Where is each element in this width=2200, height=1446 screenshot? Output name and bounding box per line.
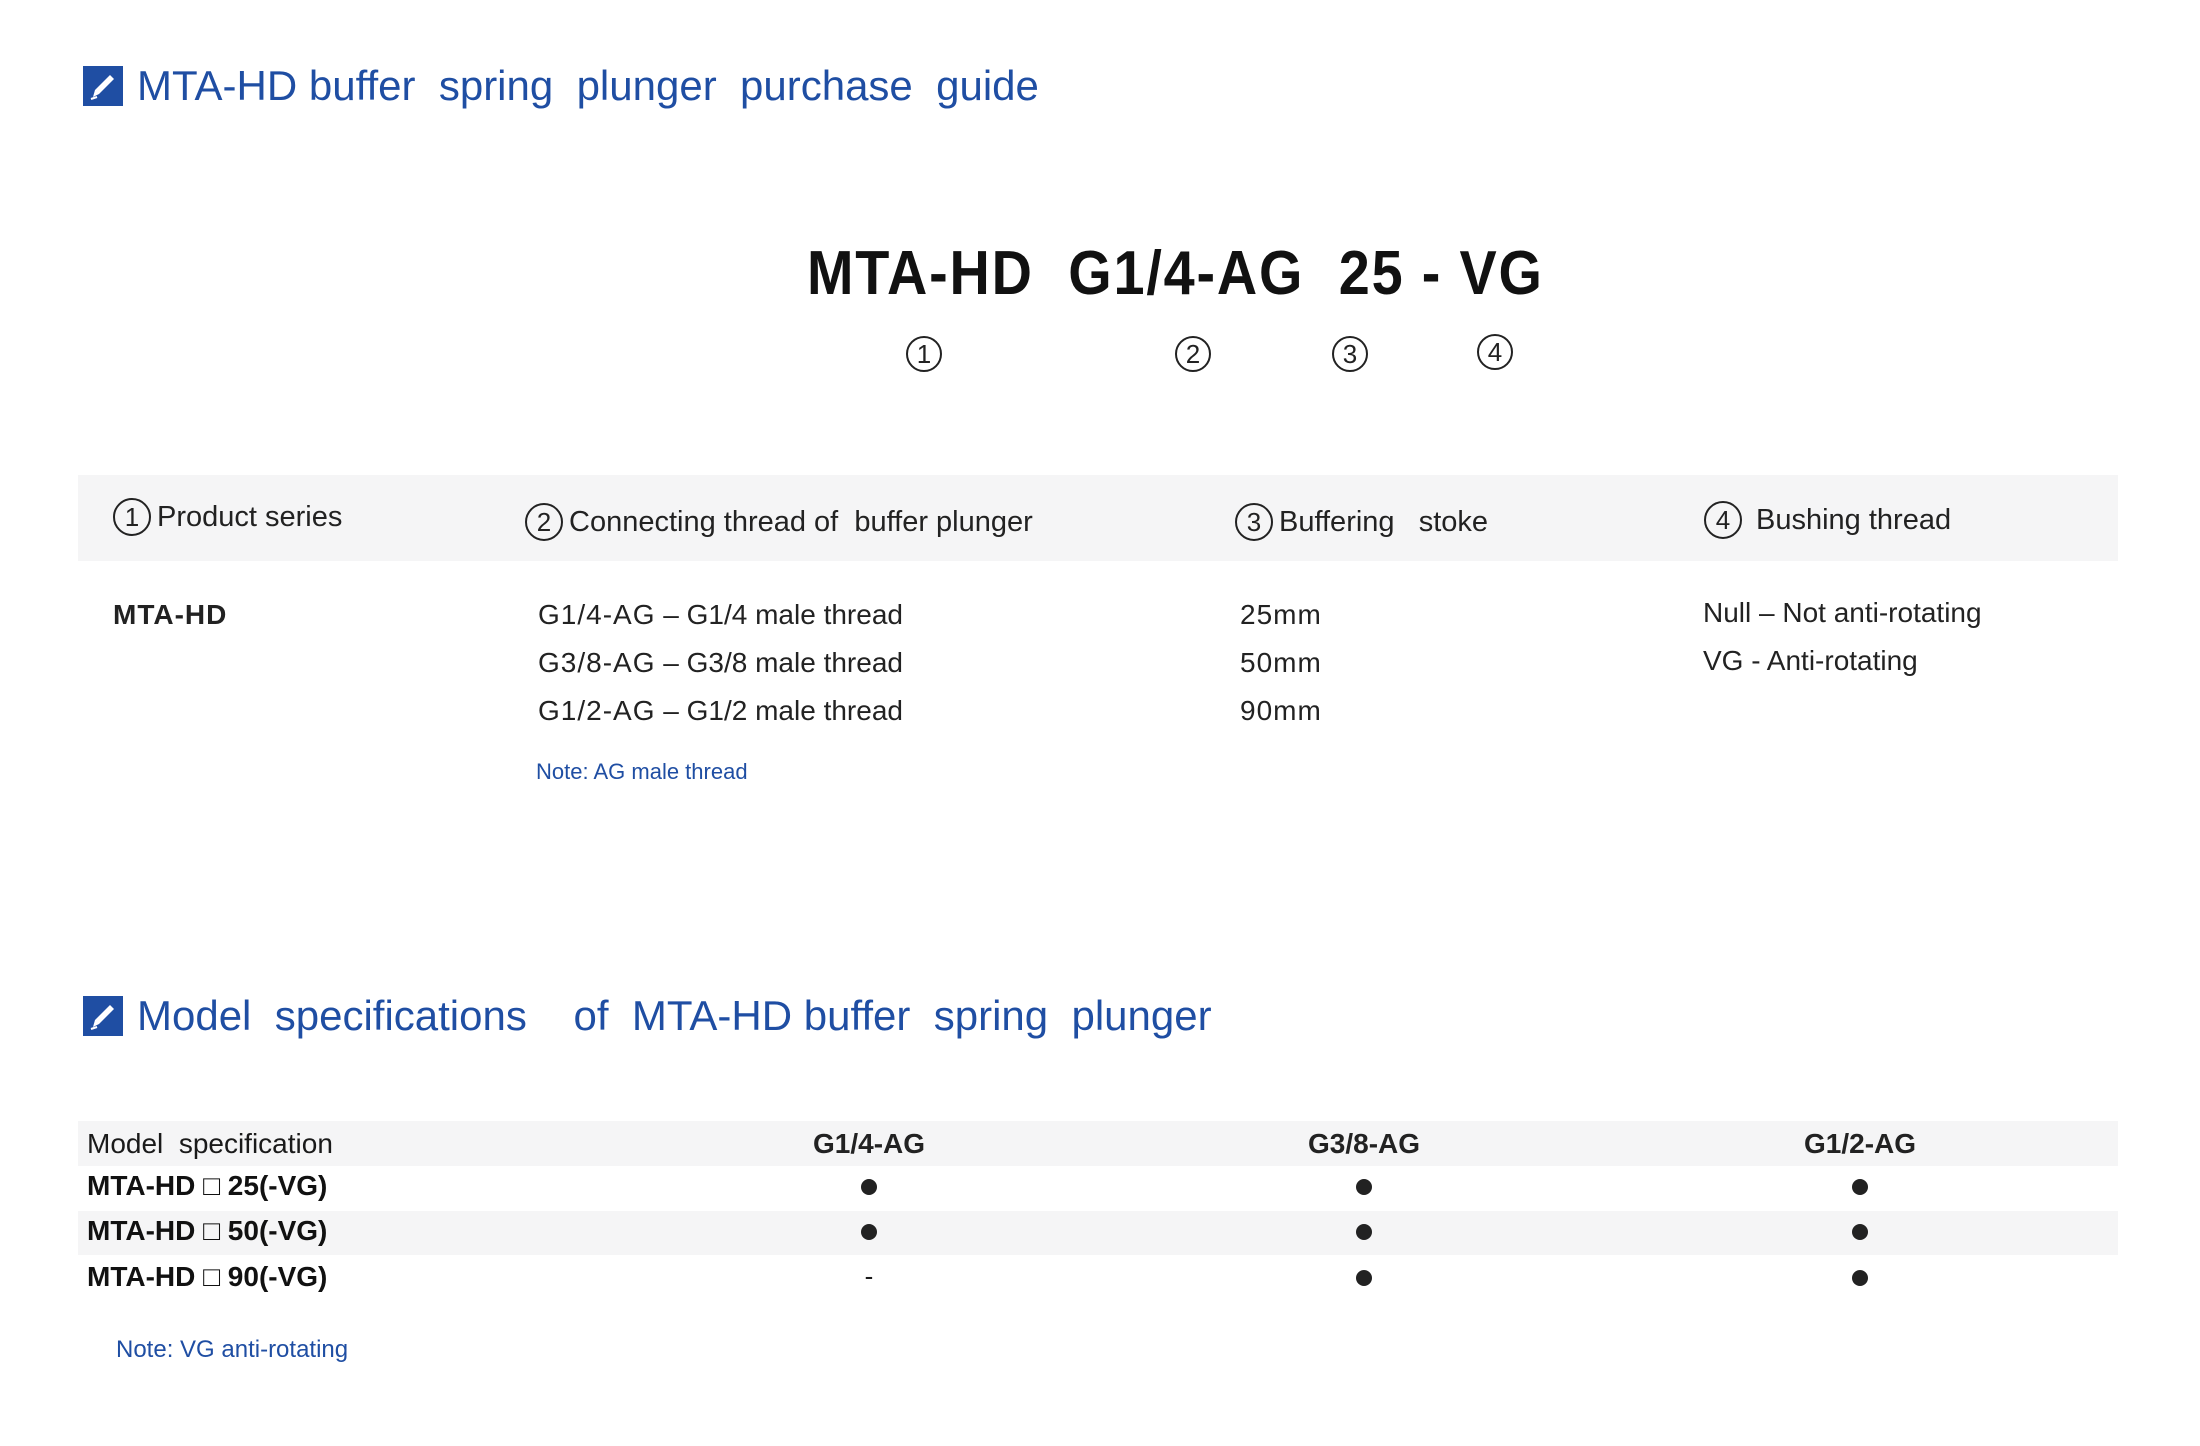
model-code-example: MTA-HD G1/4-AG 25 - VG <box>807 238 1544 309</box>
header-product-series: 1 Product series <box>113 498 342 536</box>
marker-3: 3 <box>1332 336 1368 372</box>
availability-dot <box>1356 1270 1372 1286</box>
code-dash: - <box>1421 239 1443 308</box>
stroke-option: 90mm <box>1240 695 1322 726</box>
availability-dot <box>861 1224 877 1240</box>
availability-dot <box>861 1179 877 1195</box>
thread-option: G1/2-AG – G1/2 male thread <box>538 695 903 726</box>
code-bushing: VG <box>1459 239 1544 308</box>
section-title-text: MTA-HD buffer spring plunger purchase gu… <box>137 62 1039 109</box>
spec-header-label: Model specification <box>87 1128 333 1159</box>
availability-dot <box>1852 1179 1868 1195</box>
section-title-model-specs: Model specifications of MTA-HD buffer sp… <box>83 992 1212 1040</box>
spec-note: Note: VG anti-rotating <box>116 1336 349 1363</box>
edit-checkbox-icon <box>83 996 123 1036</box>
guide-note: Note: AG male thread <box>536 759 748 784</box>
marker-2: 2 <box>1175 336 1211 372</box>
availability-dot <box>1356 1179 1372 1195</box>
thread-option: G1/4-AG – G1/4 male thread <box>538 599 903 630</box>
section-title-text: Model specifications of MTA-HD buffer sp… <box>137 992 1212 1039</box>
availability-dot <box>1356 1224 1372 1240</box>
spec-row-label: MTA-HD □ 90(-VG) <box>87 1261 328 1292</box>
code-stroke: 25 <box>1338 239 1405 308</box>
code-thread: G1/4-AG <box>1068 239 1305 308</box>
code-series: MTA-HD <box>807 239 1034 308</box>
spec-column-header: G1/4-AG <box>812 1128 926 1159</box>
section-title-purchase-guide: MTA-HD buffer spring plunger purchase gu… <box>83 62 1039 110</box>
spec-column-header: G3/8-AG <box>1307 1128 1421 1159</box>
header-connecting-thread: 2 Connecting thread of buffer plunger <box>525 503 1033 541</box>
edit-checkbox-icon <box>83 66 123 106</box>
bushing-option: VG - Anti-rotating <box>1703 645 1918 676</box>
availability-dot <box>1852 1270 1868 1286</box>
header-bushing-thread: 4 Bushing thread <box>1704 501 1951 539</box>
spec-row-label: MTA-HD □ 25(-VG) <box>87 1170 328 1201</box>
marker-1: 1 <box>906 336 942 372</box>
spec-row-label: MTA-HD □ 50(-VG) <box>87 1215 328 1246</box>
spec-column-header: G1/2-AG <box>1803 1128 1917 1159</box>
marker-4: 4 <box>1477 334 1513 370</box>
spec-row-stripe <box>78 1211 2118 1255</box>
stroke-option: 50mm <box>1240 647 1322 678</box>
header-buffering-stroke: 3 Buffering stoke <box>1235 503 1488 541</box>
guide-header-band <box>78 475 2118 561</box>
availability-dot <box>1852 1224 1868 1240</box>
series-value: MTA-HD <box>113 599 228 630</box>
spec-header-band <box>78 1121 2118 1166</box>
thread-option: G3/8-AG – G3/8 male thread <box>538 647 903 678</box>
unavailable-dash: - <box>864 1260 874 1291</box>
stroke-option: 25mm <box>1240 599 1322 630</box>
bushing-option: Null – Not anti-rotating <box>1703 597 1982 628</box>
